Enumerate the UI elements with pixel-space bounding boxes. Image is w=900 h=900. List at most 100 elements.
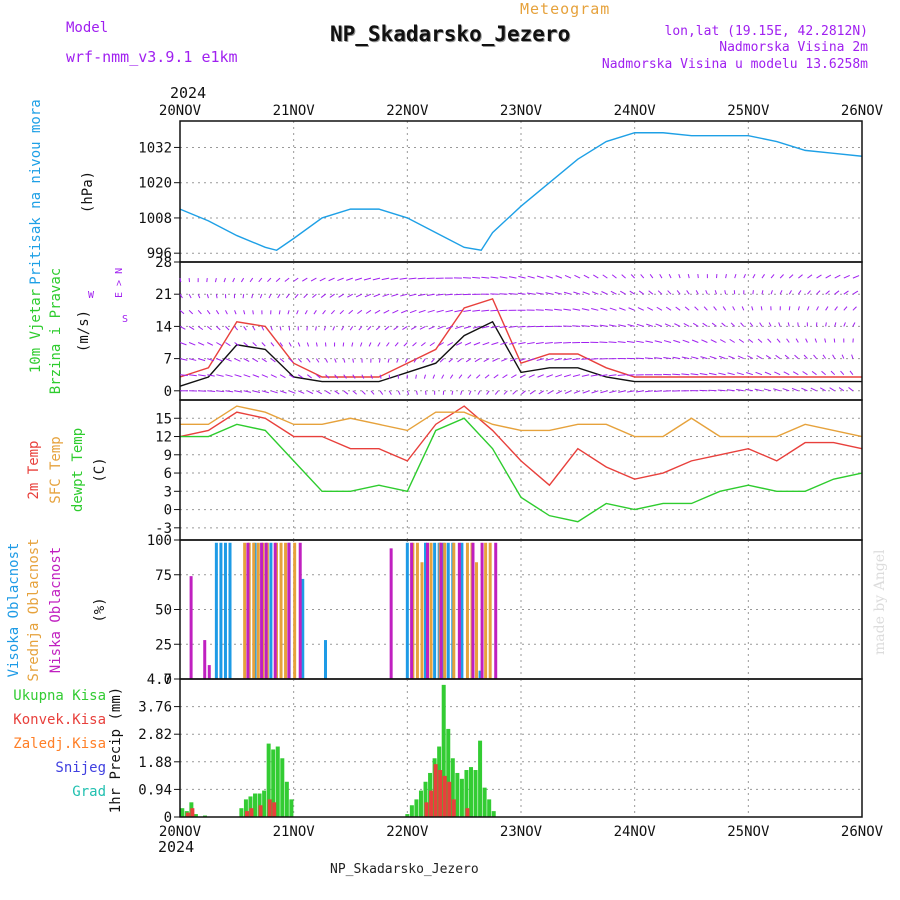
wind-barb <box>279 358 285 363</box>
wind-barb <box>609 390 617 394</box>
bar-precip <box>441 684 446 817</box>
wind-barb <box>465 358 472 363</box>
wind-barb <box>527 275 535 279</box>
wind-barb <box>749 322 754 327</box>
wind-barb <box>288 326 291 331</box>
wind-barb <box>234 310 237 315</box>
wind-barb <box>432 374 436 379</box>
bar-precip <box>451 799 456 817</box>
wind-barb <box>708 389 717 392</box>
y-tick-label: 3.76 <box>138 700 172 716</box>
wind-barb <box>206 278 208 283</box>
wind-barb <box>681 373 690 376</box>
y-tick-label: 0.94 <box>138 782 172 798</box>
wind-barb <box>628 307 635 311</box>
wind-barb <box>490 276 499 279</box>
wind-barb <box>722 306 727 311</box>
wind-barb <box>287 310 290 315</box>
wind-barb <box>751 306 754 311</box>
wind-barb <box>243 374 251 378</box>
wind-barb <box>702 322 708 327</box>
wind-barb <box>517 292 526 295</box>
wind-barb <box>776 338 781 343</box>
wind-barb <box>803 354 808 359</box>
wind-barb <box>225 310 228 315</box>
wind-barb <box>499 293 508 295</box>
wind-barb <box>843 306 848 311</box>
series-line-2m-temp <box>179 405 863 487</box>
wind-barb <box>319 277 326 282</box>
wind-barb <box>663 340 672 343</box>
wind-barb <box>179 277 182 283</box>
wind-barb <box>383 309 390 314</box>
wind-barb <box>726 389 735 392</box>
wind-barb <box>447 342 454 346</box>
wind-barb <box>323 326 326 331</box>
wind-barb <box>384 326 390 331</box>
wind-barb <box>797 322 799 327</box>
wind-barb <box>591 307 599 311</box>
wind-barb <box>608 374 617 377</box>
wind-barb <box>788 306 791 311</box>
bar-precip <box>433 764 438 817</box>
y-axis-label-wind: 10m Vjetar <box>28 289 44 373</box>
wind-barb <box>259 294 263 299</box>
bar-cloud <box>429 542 433 679</box>
y-axis-label-cloud: Visoka Oblacnost <box>6 543 22 678</box>
wind-barb <box>675 306 681 311</box>
wind-barb <box>564 390 572 394</box>
wind-barb <box>357 309 363 315</box>
bar-cloud <box>203 640 207 679</box>
wind-barb <box>602 274 608 279</box>
wind-barb <box>337 277 344 282</box>
wind-barb <box>697 274 699 279</box>
y-axis-label-temperature: (C) <box>92 457 108 482</box>
wind-barb <box>467 374 472 379</box>
wind-barb <box>288 342 292 347</box>
wind-barb <box>375 326 381 331</box>
compass-south-label: S <box>122 314 128 325</box>
wind-barb <box>386 342 390 347</box>
wind-barb <box>657 290 663 295</box>
y-tick-label: -3 <box>155 521 172 537</box>
y-tick-label: 1032 <box>138 140 172 156</box>
wind-barb <box>609 307 617 311</box>
wind-barb <box>807 274 813 279</box>
wind-barb <box>764 371 772 376</box>
model-name: wrf-nmm_v3.9.1 e1km <box>66 48 238 66</box>
wind-barb <box>583 274 590 279</box>
wind-barb <box>207 390 216 392</box>
panel-pressure: 996 1008 1020 1032 <box>138 120 863 263</box>
wind-barb <box>216 326 221 331</box>
wind-barb <box>621 274 626 279</box>
y-tick-label: 996 <box>147 246 172 262</box>
wind-barb <box>372 277 381 281</box>
wind-barb <box>453 293 462 296</box>
wind-barb <box>620 290 626 295</box>
wind-barb <box>346 277 353 281</box>
wind-barb <box>555 275 563 279</box>
y-tick-label: 1.88 <box>138 755 172 771</box>
wind-barb <box>535 309 544 311</box>
wind-barb <box>361 390 366 395</box>
bar-precip <box>409 805 414 817</box>
wind-barb <box>512 390 517 395</box>
wind-barb <box>403 342 408 347</box>
wind-barb <box>481 276 490 279</box>
wind-barb <box>307 374 312 379</box>
wind-barb <box>472 276 481 279</box>
wind-barb <box>760 306 763 311</box>
wind-barb <box>315 326 317 331</box>
wind-barb <box>618 390 626 393</box>
wind-barb <box>240 277 245 283</box>
wind-barb <box>805 338 808 343</box>
bar-cloud <box>389 548 393 679</box>
wind-barb <box>508 325 517 328</box>
wind-barb <box>849 370 854 376</box>
compass-west-label: W <box>88 290 95 301</box>
wind-barb <box>544 309 553 311</box>
wind-barb <box>322 309 326 315</box>
wind-barb <box>509 342 517 345</box>
bar-precip <box>464 770 469 817</box>
wind-barb <box>225 390 234 393</box>
